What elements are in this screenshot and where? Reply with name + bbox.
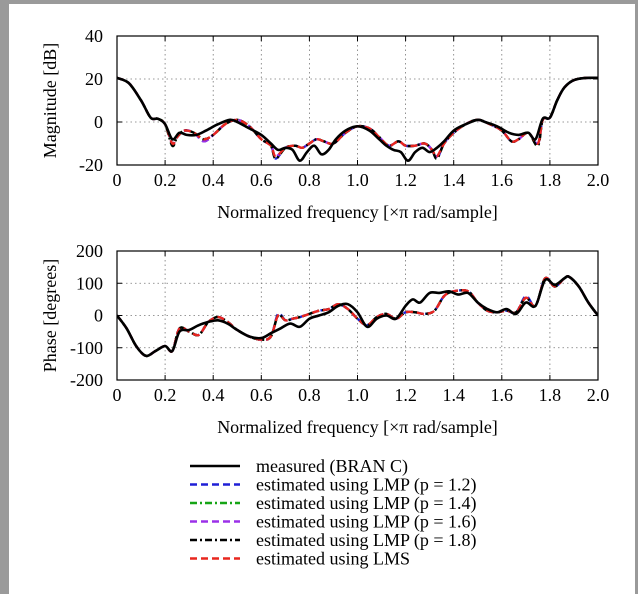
legend-label-1: estimated using LMP (p = 1.2) <box>256 475 476 496</box>
legend-label-5: estimated using LMS <box>256 549 410 569</box>
frame-border-right <box>635 0 638 594</box>
magnitude-series-group <box>117 76 598 162</box>
phase-xtick-label-8: 1.6 <box>491 385 514 405</box>
frame-border-top <box>0 0 638 4</box>
legend: measured (BRAN C)estimated using LMP (p … <box>190 456 476 569</box>
phase-xtick-label-2: 0.4 <box>202 385 225 405</box>
phase-ytick-label-3: 100 <box>76 273 103 293</box>
magnitude-ytick-label-3: 40 <box>85 26 103 46</box>
legend-label-2: estimated using LMP (p = 1.4) <box>256 493 476 514</box>
phase-ytick-label-4: 200 <box>76 241 103 261</box>
legend-label-0: measured (BRAN C) <box>256 456 408 477</box>
phase-xtick-label-0: 0 <box>113 385 122 405</box>
magnitude-xtick-label-2: 0.4 <box>202 170 225 190</box>
phase-chart: 0 0.2 0.4 0.6 0.8 1.0 1.2 1.4 1.6 1.8 2.0 -200 -100 0… <box>40 241 609 437</box>
phase-ytick-label-0: -200 <box>70 370 103 390</box>
magnitude-x-axis-label: Normalized frequency [×π rad/sample] <box>217 202 498 222</box>
phase-ytick-label-1: -100 <box>70 338 103 358</box>
magnitude-series-line-4 <box>117 76 598 160</box>
phase-series-group <box>117 275 598 358</box>
magnitude-xtick-label-0: 0 <box>113 170 122 190</box>
phase-xtick-label-9: 1.8 <box>539 385 562 405</box>
magnitude-series-line-0 <box>117 76 598 162</box>
magnitude-y-axis-label: Magnitude [dB] <box>40 43 60 158</box>
phase-xtick-label-3: 0.6 <box>250 385 273 405</box>
magnitude-xtick-label-6: 1.2 <box>394 170 417 190</box>
phase-xtick-label-6: 1.2 <box>394 385 417 405</box>
phase-ytick-label-2: 0 <box>94 306 103 326</box>
legend-label-3: estimated using LMP (p = 1.6) <box>256 512 476 533</box>
phase-xtick-label-7: 1.4 <box>442 385 465 405</box>
magnitude-xtick-label-7: 1.4 <box>442 170 465 190</box>
phase-series-line-5 <box>117 275 598 358</box>
phase-xtick-label-10: 2.0 <box>587 385 610 405</box>
frame-border-left <box>0 0 9 594</box>
phase-xtick-label-1: 0.2 <box>154 385 177 405</box>
magnitude-xtick-label-5: 1.0 <box>346 170 369 190</box>
phase-x-axis-label: Normalized frequency [×π rad/sample] <box>217 417 498 437</box>
phase-xtick-label-4: 0.8 <box>298 385 321 405</box>
magnitude-ytick-label-0: -20 <box>79 155 103 175</box>
magnitude-xtick-label-8: 1.6 <box>491 170 514 190</box>
magnitude-xtick-label-10: 2.0 <box>587 170 610 190</box>
magnitude-xtick-label-9: 1.8 <box>539 170 562 190</box>
magnitude-xtick-label-4: 0.8 <box>298 170 321 190</box>
phase-y-axis-label: Phase [degrees] <box>40 259 60 372</box>
magnitude-xtick-label-1: 0.2 <box>154 170 177 190</box>
magnitude-chart: 0 0.2 0.4 0.6 0.8 1.0 1.2 1.4 1.6 1.8 2.0 -20 0 20 40 N… <box>40 26 609 222</box>
legend-label-4: estimated using LMP (p = 1.8) <box>256 530 476 551</box>
magnitude-ytick-label-2: 20 <box>85 69 103 89</box>
magnitude-xtick-label-3: 0.6 <box>250 170 273 190</box>
phase-series-line-0 <box>117 275 598 358</box>
phase-xtick-label-5: 1.0 <box>346 385 369 405</box>
magnitude-ytick-label-1: 0 <box>94 112 103 132</box>
